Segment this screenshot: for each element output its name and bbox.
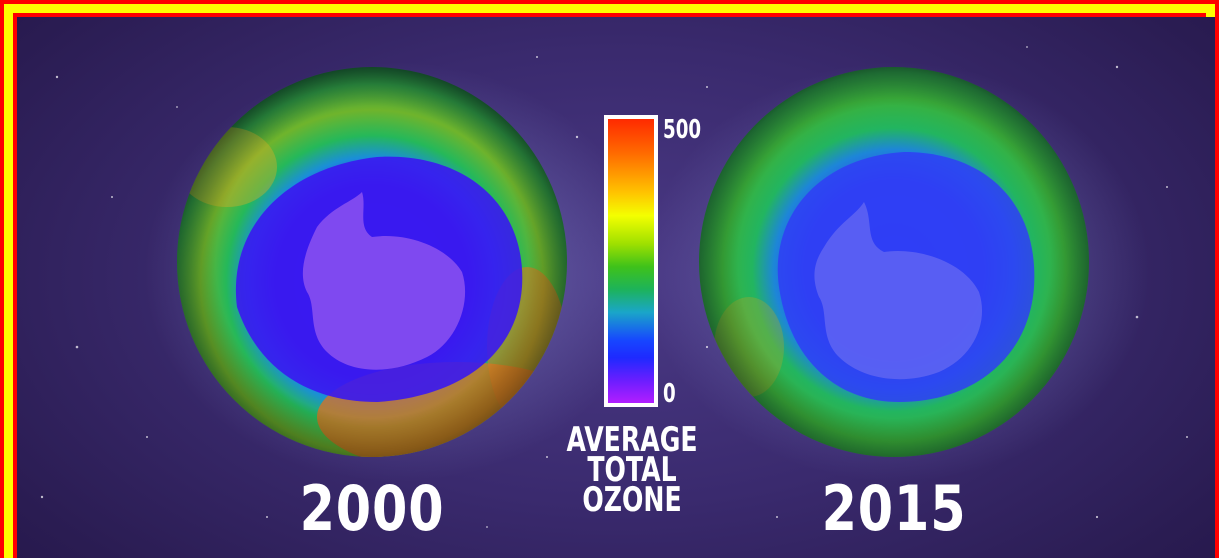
globe-2015: [699, 67, 1089, 457]
scale-title: AVERAGE TOTAL OZONE: [562, 420, 703, 520]
scale-title-line-1: AVERAGE: [566, 420, 698, 460]
starfield: [40, 46, 1188, 528]
scale-title-line-3: OZONE: [582, 480, 682, 520]
scale-max-label: 500: [663, 115, 702, 145]
year-label-2015: 2015: [821, 472, 967, 545]
scale-min-label: 0: [663, 379, 676, 409]
scale-title-line-2: TOTAL: [587, 450, 677, 490]
ozone-color-scale: [604, 115, 658, 407]
year-label-2000: 2000: [299, 472, 445, 545]
ozone-comparison-image: 2000 2015 500 0 AVERAGE TOTAL OZONE: [17, 17, 1215, 558]
globe-2000: [177, 67, 567, 457]
